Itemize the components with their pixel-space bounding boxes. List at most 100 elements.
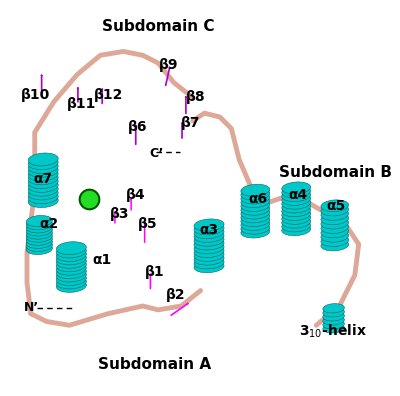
Ellipse shape — [26, 222, 52, 233]
Text: β5: β5 — [138, 217, 157, 231]
Text: α7: α7 — [34, 173, 53, 187]
Ellipse shape — [28, 183, 58, 196]
Ellipse shape — [241, 226, 270, 238]
Ellipse shape — [194, 238, 224, 250]
Ellipse shape — [56, 255, 86, 268]
Ellipse shape — [56, 272, 86, 286]
Ellipse shape — [26, 219, 52, 230]
Text: 3$_{10}$-helix: 3$_{10}$-helix — [298, 322, 366, 340]
Ellipse shape — [282, 208, 311, 221]
Ellipse shape — [26, 234, 52, 245]
Ellipse shape — [282, 220, 311, 232]
Ellipse shape — [194, 249, 224, 261]
Ellipse shape — [241, 196, 270, 208]
Ellipse shape — [321, 200, 349, 211]
Ellipse shape — [56, 266, 86, 279]
Ellipse shape — [194, 227, 224, 239]
Ellipse shape — [282, 193, 311, 206]
Ellipse shape — [26, 228, 52, 239]
Text: β12: β12 — [94, 88, 124, 102]
Ellipse shape — [194, 253, 224, 265]
Text: β4: β4 — [126, 188, 146, 202]
Ellipse shape — [56, 276, 86, 289]
Ellipse shape — [26, 240, 52, 251]
Ellipse shape — [28, 168, 58, 181]
Ellipse shape — [282, 212, 311, 224]
Ellipse shape — [282, 190, 311, 202]
Ellipse shape — [56, 269, 86, 282]
Ellipse shape — [28, 172, 58, 185]
Ellipse shape — [241, 215, 270, 227]
Ellipse shape — [56, 280, 86, 292]
Ellipse shape — [241, 222, 270, 234]
Ellipse shape — [26, 215, 52, 227]
Ellipse shape — [28, 160, 58, 173]
Ellipse shape — [241, 211, 270, 223]
Text: β9: β9 — [159, 58, 179, 72]
Text: β11: β11 — [67, 97, 96, 110]
Ellipse shape — [26, 231, 52, 242]
Ellipse shape — [241, 184, 270, 196]
Point — [86, 196, 93, 202]
Text: β2: β2 — [166, 288, 185, 302]
Ellipse shape — [323, 304, 344, 313]
Ellipse shape — [321, 204, 349, 216]
Ellipse shape — [282, 205, 311, 217]
Ellipse shape — [56, 259, 86, 272]
Ellipse shape — [323, 308, 344, 317]
Ellipse shape — [28, 187, 58, 200]
Text: Subdomain B: Subdomain B — [279, 165, 392, 180]
Ellipse shape — [321, 230, 349, 242]
Ellipse shape — [321, 222, 349, 233]
Text: β6: β6 — [128, 120, 148, 133]
Ellipse shape — [241, 192, 270, 204]
Text: α4: α4 — [288, 188, 307, 202]
Text: α3: α3 — [200, 223, 219, 237]
Ellipse shape — [241, 207, 270, 219]
Ellipse shape — [194, 234, 224, 246]
Text: Subdomain A: Subdomain A — [98, 357, 211, 372]
Text: β1: β1 — [145, 265, 165, 279]
Ellipse shape — [321, 235, 349, 247]
Ellipse shape — [323, 312, 344, 321]
Ellipse shape — [282, 182, 311, 194]
Ellipse shape — [28, 157, 58, 169]
Ellipse shape — [56, 249, 86, 261]
Ellipse shape — [28, 176, 58, 188]
Ellipse shape — [323, 316, 344, 325]
Ellipse shape — [194, 242, 224, 254]
Text: α5: α5 — [327, 200, 346, 213]
Ellipse shape — [28, 164, 58, 177]
Ellipse shape — [282, 197, 311, 209]
Text: α6: α6 — [248, 192, 267, 206]
Text: β7: β7 — [181, 116, 201, 130]
Text: C’: C’ — [150, 147, 164, 160]
Ellipse shape — [241, 188, 270, 200]
Ellipse shape — [26, 225, 52, 236]
Ellipse shape — [194, 261, 224, 273]
Ellipse shape — [194, 223, 224, 235]
Ellipse shape — [194, 219, 224, 231]
Ellipse shape — [282, 216, 311, 228]
Ellipse shape — [26, 243, 52, 255]
Ellipse shape — [28, 195, 58, 208]
Ellipse shape — [282, 224, 311, 236]
Text: α1: α1 — [92, 253, 112, 267]
Text: Subdomain C: Subdomain C — [102, 19, 214, 34]
Ellipse shape — [323, 320, 344, 329]
Ellipse shape — [321, 226, 349, 238]
Text: N’: N’ — [24, 301, 39, 314]
Ellipse shape — [282, 186, 311, 198]
Ellipse shape — [323, 324, 344, 333]
Ellipse shape — [321, 239, 349, 251]
Ellipse shape — [26, 237, 52, 248]
Ellipse shape — [282, 201, 311, 213]
Ellipse shape — [321, 209, 349, 220]
Ellipse shape — [321, 213, 349, 225]
Ellipse shape — [241, 203, 270, 215]
Ellipse shape — [28, 179, 58, 192]
Ellipse shape — [56, 252, 86, 265]
Ellipse shape — [56, 242, 86, 255]
Ellipse shape — [194, 230, 224, 242]
Text: β3: β3 — [110, 207, 129, 221]
